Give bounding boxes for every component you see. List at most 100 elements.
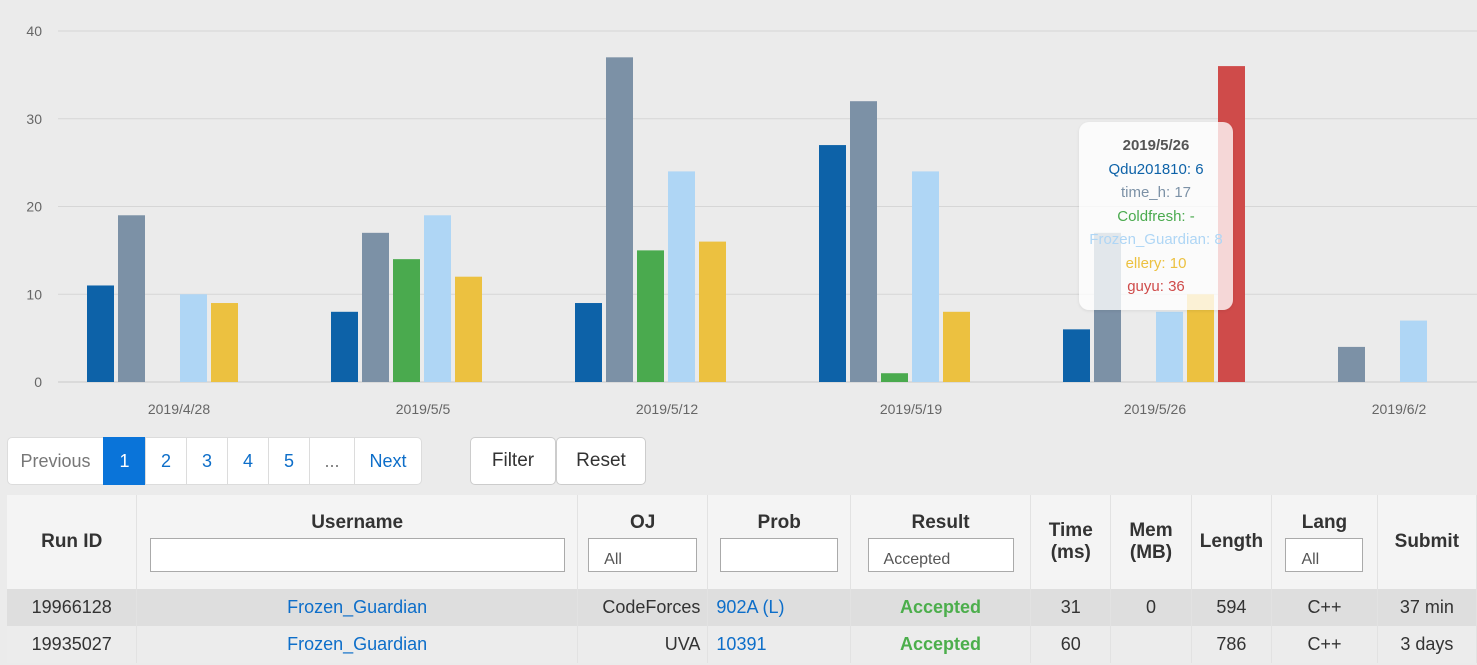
oj-cell: UVA bbox=[577, 626, 709, 663]
bar-qdu201810[interactable] bbox=[331, 311, 358, 382]
bar-frozen-guardian[interactable] bbox=[180, 294, 207, 382]
tooltip-row: Coldfresh: - bbox=[1117, 207, 1195, 225]
column-header-username: Username bbox=[136, 495, 578, 589]
username-link[interactable]: Frozen_Guardian bbox=[287, 634, 428, 654]
tooltip-row: Frozen_Guardian: 8 bbox=[1089, 231, 1223, 248]
username-link[interactable]: Frozen_Guardian bbox=[287, 597, 428, 617]
prob-cell: 10391 bbox=[707, 626, 851, 663]
time-header-unit: (ms) bbox=[1050, 542, 1091, 563]
column-header-run-id: Run ID bbox=[7, 495, 138, 589]
bar-ellery[interactable] bbox=[699, 241, 726, 382]
bar-coldfresh[interactable] bbox=[637, 250, 664, 382]
problem-link[interactable]: 902A bbox=[716, 597, 758, 617]
column-header-length: Length bbox=[1191, 495, 1273, 589]
y-tick-label: 20 bbox=[26, 199, 42, 215]
y-tick-label: 0 bbox=[34, 374, 42, 390]
bar-qdu201810[interactable] bbox=[575, 303, 602, 382]
bar-ellery[interactable] bbox=[211, 303, 238, 382]
username-filter-input[interactable] bbox=[149, 538, 565, 572]
result-cell: Accepted bbox=[850, 626, 1032, 663]
lang-cell: C++ bbox=[1271, 626, 1378, 663]
tooltip-row: time_h: 17 bbox=[1120, 184, 1192, 201]
submit-header-label: Submit bbox=[1394, 531, 1460, 552]
length-cell[interactable]: 594 bbox=[1191, 589, 1273, 626]
chart-tooltip: 2019/5/26 Qdu201810: 6 time_h: 17 Coldfr… bbox=[1079, 122, 1233, 310]
bar-time-h[interactable] bbox=[1338, 346, 1365, 382]
bar-time-h[interactable] bbox=[118, 215, 145, 382]
table-row: 19935027 Frozen_Guardian UVA 10391 Accep… bbox=[7, 626, 1477, 663]
x-tick-label: 2019/5/12 bbox=[636, 401, 698, 417]
bar-ellery[interactable] bbox=[455, 276, 482, 382]
username-cell: Frozen_Guardian bbox=[136, 626, 578, 663]
tooltip-row: guyu: 36 bbox=[1127, 278, 1185, 295]
bar-qdu201810[interactable] bbox=[1063, 329, 1090, 382]
time-header-label: Time bbox=[1048, 520, 1093, 541]
x-tick-label: 2019/5/5 bbox=[396, 401, 451, 417]
page-5-button[interactable]: 5 bbox=[268, 437, 310, 485]
lang-cell: C++ bbox=[1271, 589, 1378, 626]
run-id-header-label: Run ID bbox=[41, 531, 103, 552]
bar-frozen-guardian[interactable] bbox=[668, 171, 695, 382]
tooltip-date: 2019/5/26 bbox=[1122, 137, 1190, 154]
mem-header-label: Mem bbox=[1129, 520, 1173, 541]
reset-button[interactable]: Reset bbox=[556, 437, 646, 485]
tooltip-row: Qdu201810: 6 bbox=[1108, 160, 1204, 178]
bar-qdu201810[interactable] bbox=[87, 285, 114, 382]
result-header-label: Result bbox=[911, 512, 970, 533]
bar-frozen-guardian[interactable] bbox=[1400, 320, 1427, 382]
tooltip-row: ellery: 10 bbox=[1125, 254, 1187, 272]
bar-frozen-guardian[interactable] bbox=[424, 215, 451, 382]
x-tick-label: 2019/5/26 bbox=[1124, 401, 1186, 417]
x-tick-label: 2019/5/19 bbox=[880, 401, 942, 417]
page-2-button[interactable]: 2 bbox=[145, 437, 187, 485]
bar-qdu201810[interactable] bbox=[819, 145, 846, 382]
x-tick-label: 2019/4/28 bbox=[148, 401, 210, 417]
result-filter-select[interactable]: Accepted bbox=[867, 538, 1014, 572]
column-header-mem: Mem (MB) bbox=[1110, 495, 1192, 589]
problem-extra-link[interactable]: (L) bbox=[762, 597, 785, 617]
username-header-label: Username bbox=[311, 512, 404, 533]
column-header-result: Result Accepted bbox=[850, 495, 1032, 589]
page-4-button[interactable]: 4 bbox=[227, 437, 269, 485]
problem-link[interactable]: 10391 bbox=[716, 634, 767, 654]
username-cell: Frozen_Guardian bbox=[136, 589, 578, 626]
bar-coldfresh[interactable] bbox=[393, 259, 420, 382]
mem-cell: 0 bbox=[1110, 589, 1192, 626]
x-tick-label: 2019/6/2 bbox=[1372, 401, 1427, 417]
prob-filter-input[interactable] bbox=[720, 538, 839, 572]
bar-coldfresh[interactable] bbox=[881, 373, 908, 382]
lang-header-label: Lang bbox=[1301, 512, 1348, 533]
length-cell[interactable]: 786 bbox=[1191, 626, 1273, 663]
previous-page-button[interactable]: Previous bbox=[7, 437, 104, 485]
oj-filter-select[interactable]: All bbox=[588, 538, 698, 572]
column-header-submit: Submit bbox=[1377, 495, 1477, 589]
bar-time-h[interactable] bbox=[606, 57, 633, 382]
page-1-button[interactable]: 1 bbox=[103, 437, 146, 485]
oj-cell: CodeForces bbox=[577, 589, 709, 626]
prob-cell: 902A (L) bbox=[707, 589, 851, 626]
lang-filter-select[interactable]: All bbox=[1285, 538, 1364, 572]
bar-ellery[interactable] bbox=[943, 311, 970, 382]
mem-cell bbox=[1110, 626, 1192, 663]
page-ellipsis: ... bbox=[309, 437, 355, 485]
submit-time-cell: 3 days bbox=[1377, 626, 1477, 663]
oj-header-label: OJ bbox=[629, 512, 656, 533]
time-cell: 31 bbox=[1030, 589, 1112, 626]
bar-time-h[interactable] bbox=[362, 232, 389, 382]
bar-time-h[interactable] bbox=[850, 101, 877, 382]
bar-frozen-guardian[interactable] bbox=[912, 171, 939, 382]
column-header-oj: OJ All bbox=[577, 495, 709, 589]
run-id-cell: 19966128 bbox=[7, 589, 138, 626]
bar-frozen-guardian[interactable] bbox=[1156, 311, 1183, 382]
y-tick-label: 30 bbox=[26, 111, 42, 127]
column-header-prob: Prob bbox=[707, 495, 851, 589]
prob-header-label: Prob bbox=[757, 512, 801, 533]
next-page-button[interactable]: Next bbox=[354, 437, 422, 485]
table-row: 19966128 Frozen_Guardian CodeForces 902A… bbox=[7, 589, 1477, 626]
submit-time-cell: 37 min bbox=[1377, 589, 1477, 626]
mem-header-unit: (MB) bbox=[1129, 542, 1173, 563]
bar-chart: 0 10 20 30 40 2019/4/28 2019/5/5 2019/5/12 2019/… bbox=[26, 23, 1477, 417]
page-3-button[interactable]: 3 bbox=[186, 437, 228, 485]
filter-button[interactable]: Filter bbox=[470, 437, 556, 485]
time-cell: 60 bbox=[1030, 626, 1112, 663]
